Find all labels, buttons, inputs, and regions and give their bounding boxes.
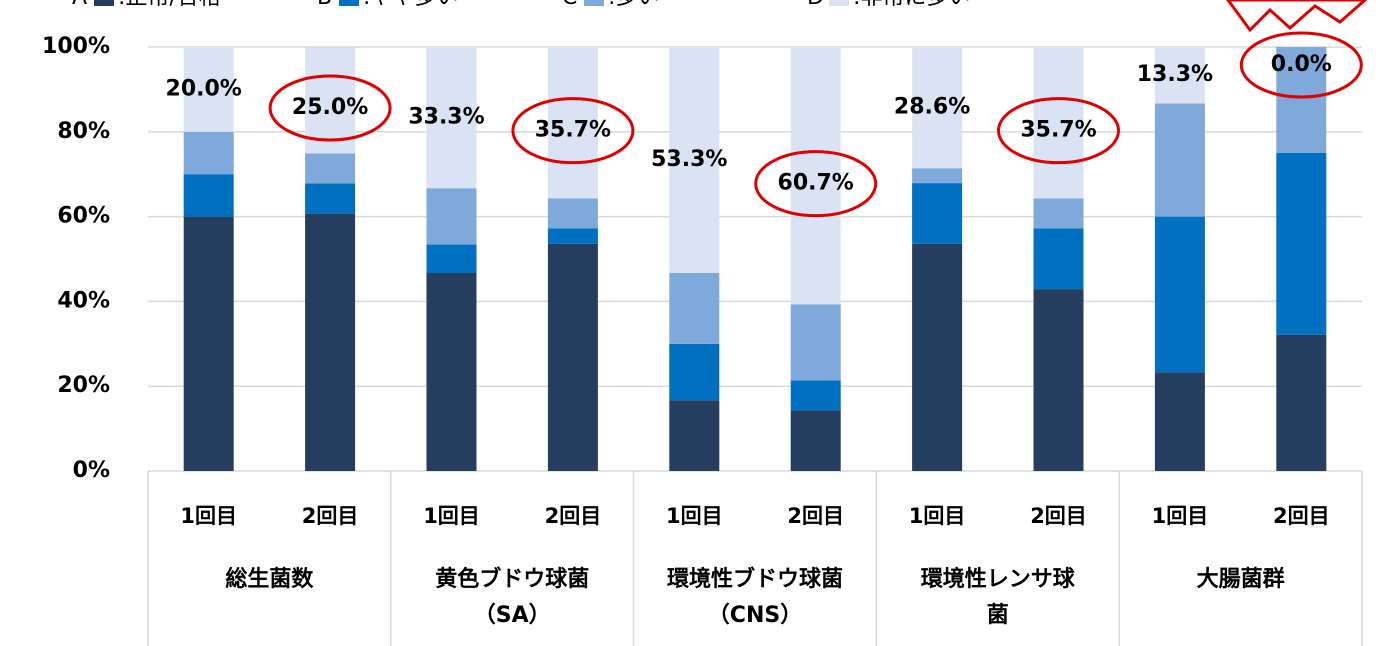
legend-label: :多い: [608, 0, 659, 10]
bar-segment: [1276, 153, 1327, 335]
y-tick-label: 40%: [57, 288, 110, 313]
data-label: 20.0%: [166, 76, 242, 101]
y-tick-label: 0%: [73, 458, 110, 483]
legend-label: :正常/合格: [118, 0, 221, 10]
x-tick-label: 1回目: [180, 504, 237, 528]
data-label: 33.3%: [408, 105, 484, 130]
bar-segment: [1033, 198, 1084, 229]
bar-segment: [547, 198, 598, 229]
legend-swatch: [829, 0, 849, 6]
bar-segment: [790, 47, 841, 305]
group-label: （CNS）: [708, 603, 802, 628]
bar-segment: [183, 174, 234, 217]
data-label: 35.7%: [535, 118, 611, 143]
group-label: 総生菌数: [225, 566, 314, 592]
data-label: 60.7%: [778, 171, 854, 196]
legend-swatch: [339, 0, 359, 6]
bar-segment: [1154, 47, 1205, 104]
highlight-ellipse: [1239, 31, 1363, 99]
bar-segment: [183, 131, 234, 175]
x-tick-label: 1回目: [1152, 504, 1209, 528]
y-tick-label: 100%: [42, 34, 110, 59]
highlight-ellipse: [997, 97, 1120, 165]
bar-segment: [1154, 103, 1205, 217]
legend-label: :やや多い: [363, 0, 458, 10]
y-tick-label: 20%: [57, 373, 110, 398]
x-tick-label: 2回目: [1273, 504, 1330, 528]
bar-segment: [305, 153, 356, 184]
data-label: 0.0%: [1271, 52, 1332, 77]
legend-label: :非常に多い: [853, 0, 970, 10]
group-label: 環境性ブドウ球菌: [667, 566, 843, 592]
x-tick-label: 2回目: [545, 504, 602, 528]
y-tick-label: 80%: [57, 119, 110, 144]
highlight-ellipse: [754, 150, 878, 218]
bar-segment: [669, 47, 720, 273]
x-tick-label: 2回目: [302, 504, 359, 528]
bar-segment: [912, 183, 963, 244]
legend-swatch: [94, 0, 114, 6]
group-label: （SA）: [474, 603, 551, 628]
data-label: 13.3%: [1137, 62, 1213, 87]
bar-segment: [912, 47, 963, 169]
legend-key: A: [72, 0, 87, 10]
legend-key: D: [807, 0, 824, 10]
bar-segment: [305, 213, 356, 471]
bar-segment: [183, 47, 234, 132]
bar-segment: [790, 380, 841, 411]
highlight-ellipse: [268, 74, 392, 142]
bar-segment: [183, 216, 234, 471]
legend-swatch: [584, 0, 604, 6]
bar-segment: [547, 47, 598, 199]
x-tick-label: 1回目: [909, 504, 966, 528]
data-label: 35.7%: [1020, 118, 1096, 143]
bar-segment: [426, 188, 477, 245]
data-label: 53.3%: [651, 147, 727, 172]
bar-segment: [426, 244, 477, 273]
x-tick-label: 1回目: [423, 504, 480, 528]
bar-segment: [912, 243, 963, 471]
group-label: 環境性レンサ球: [921, 566, 1076, 592]
bar-segment: [1154, 372, 1205, 471]
bar-segment: [669, 343, 720, 401]
y-tick-label: 60%: [57, 204, 110, 229]
group-label: 菌: [987, 603, 1009, 628]
bar-segment: [547, 228, 598, 244]
bar-segment: [1276, 334, 1327, 471]
bar-segment: [426, 272, 477, 471]
starburst-callout: [1226, 0, 1368, 33]
bar-segment: [1033, 289, 1084, 471]
bar-segment: [426, 47, 477, 189]
x-tick-label: 2回目: [1030, 504, 1087, 528]
x-tick-label: 2回目: [787, 504, 844, 528]
bar-segment: [790, 410, 841, 471]
bar-segment: [1276, 47, 1327, 153]
bar-segment: [912, 168, 963, 184]
group-label: 黄色ブドウ球菌: [435, 566, 589, 592]
data-label: 25.0%: [292, 95, 368, 120]
bar-segment: [669, 400, 720, 471]
bar-segment: [1154, 216, 1205, 373]
bar-segment: [669, 272, 720, 344]
bar-segment: [305, 47, 356, 154]
x-tick-label: 1回目: [666, 504, 723, 528]
legend-key: C: [562, 0, 577, 10]
bar-segment: [305, 183, 356, 214]
data-label: 28.6%: [894, 95, 970, 120]
bar-segment: [1033, 47, 1084, 199]
highlight-ellipse: [511, 97, 635, 165]
group-label: 大腸菌群: [1197, 566, 1285, 592]
bar-segment: [547, 243, 598, 471]
bar-segment: [790, 304, 841, 381]
bar-segment: [1033, 228, 1084, 290]
legend-key: B: [317, 0, 332, 10]
